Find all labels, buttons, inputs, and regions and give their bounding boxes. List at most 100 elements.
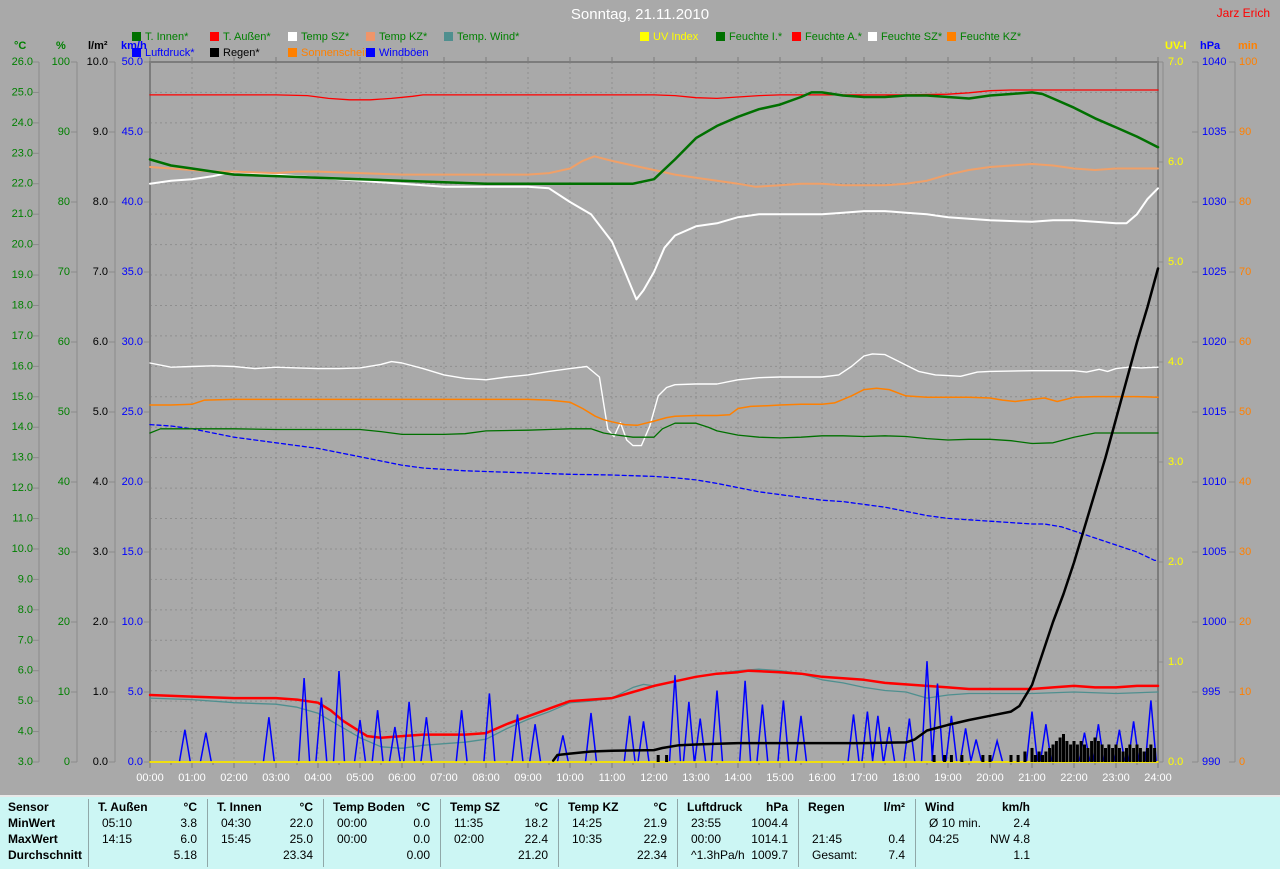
legend-item-temp-sz: Temp SZ*: [288, 31, 349, 43]
series-regen-intervall-bar: [1023, 751, 1027, 762]
axis-label-km-h: 0.0: [128, 756, 143, 768]
table-value: 1.1: [1013, 848, 1030, 862]
series-regen-intervall-bar: [1090, 741, 1094, 762]
legend-color-box: [210, 32, 219, 41]
table-value: 22.0: [289, 816, 313, 830]
legend-item-temp-wind: Temp. Wind*: [444, 31, 519, 43]
axis-label--: 70: [58, 266, 70, 278]
legend-label: Luftdruck*: [145, 47, 195, 59]
table-value: 21.9: [643, 816, 667, 830]
legend-label: Regen*: [223, 47, 260, 59]
series-regen-intervall-bar: [1037, 751, 1041, 762]
series-feuchte-kz: [149, 387, 1159, 427]
axis-title-km-h: km/h: [121, 40, 147, 52]
x-axis-label: 22:00: [1060, 772, 1088, 784]
axis-label-uv-i: 5.0: [1168, 256, 1183, 268]
x-axis-label: 11:00: [599, 772, 626, 784]
axis-label--c: 3.0: [18, 756, 33, 768]
axis-label-hpa: 1020: [1202, 336, 1226, 348]
table-value-time: Gesamt:: [812, 848, 858, 862]
axis-label--c: 4.0: [18, 726, 33, 738]
axis-label--c: 17.0: [12, 330, 33, 342]
table-value: 3.8: [180, 816, 197, 830]
x-axis-label: 13:00: [682, 772, 710, 784]
series-regen-intervall-bar: [1111, 748, 1115, 762]
axis-label-l-m-: 9.0: [93, 126, 108, 138]
x-axis-label: 12:00: [640, 772, 668, 784]
series-regen-intervall-bar: [1069, 744, 1073, 762]
series-regen-intervall-bar: [1086, 748, 1090, 762]
legend-color-box: [792, 32, 801, 41]
axis-title--c: °C: [14, 40, 27, 52]
table-value-time: 02:00: [454, 832, 485, 846]
x-axis-label: 15:00: [766, 772, 794, 784]
series-regen-intervall-bar: [1093, 737, 1097, 762]
axis-label--c: 7.0: [18, 634, 33, 646]
legend-item-feuchte-a: Feuchte A.*: [792, 31, 862, 43]
table-value-time: 05:10: [102, 816, 133, 830]
axis-label-min: 20: [1239, 616, 1251, 628]
series-regen-intervall-bar: [1128, 744, 1132, 762]
series-regen-intervall-bar: [1062, 734, 1065, 762]
axis-label--c: 26.0: [12, 56, 33, 68]
axis-label--c: 12.0: [12, 482, 33, 494]
x-axis-label: 01:00: [178, 772, 206, 784]
axis-label-km-h: 30.0: [122, 336, 143, 348]
table-separator: [915, 799, 916, 867]
axis-label--c: 25.0: [12, 86, 33, 98]
series-regen-intervall-bar: [665, 755, 669, 762]
legend-label: Feuchte I.*: [729, 31, 783, 43]
legend-label: Feuchte KZ*: [960, 31, 1022, 43]
table-col-name: Temp Boden: [333, 800, 405, 814]
table-col-name: Temp SZ: [450, 800, 500, 814]
axis-label--: 40: [58, 476, 70, 488]
series-regen-intervall-bar: [932, 755, 936, 762]
axis-label-hpa: 990: [1202, 756, 1220, 768]
series-regen-intervall-bar: [988, 755, 992, 762]
axis-label-l-m-: 7.0: [93, 266, 108, 278]
table-value-time: 00:00: [691, 832, 722, 846]
axis-label--c: 22.0: [12, 178, 33, 190]
table-col-unit: °C: [653, 800, 667, 814]
table-value: 22.9: [643, 832, 667, 846]
legend-color-box: [288, 32, 297, 41]
axis-label--: 10: [58, 686, 70, 698]
chart-plot: 3.0 4.0 5.0 6.0 7.0 8.0 9.0 10.0 11.0 12.0 13.0 14.…: [12, 56, 1258, 784]
axis-label-hpa: 1005: [1202, 546, 1226, 558]
username-label: Jarz Erich: [1216, 6, 1270, 20]
series-t-innen: [148, 91, 1160, 185]
axis-label-l-m-: 10.0: [87, 56, 108, 68]
table-col-name: T. Innen: [217, 800, 262, 814]
table-separator: [88, 799, 89, 867]
table-separator: [798, 799, 799, 867]
axis-label-hpa: 1010: [1202, 476, 1226, 488]
table-value: 6.0: [180, 832, 197, 846]
table-value: 1004.4: [751, 816, 788, 830]
series-regen-intervall-bar: [1153, 748, 1157, 762]
x-axis-label: 10:00: [556, 772, 584, 784]
table-col-unit: °C: [183, 800, 197, 814]
table-value: 25.0: [289, 832, 313, 846]
series-regen-intervall-bar: [1138, 748, 1142, 762]
series-regen-intervall-bar: [1009, 755, 1013, 762]
table-col-unit: °C: [416, 800, 430, 814]
series-regen-intervall-bar: [1100, 744, 1104, 762]
axis-label--c: 18.0: [12, 299, 33, 311]
series-t-außen: [148, 669, 1160, 739]
x-axis-label: 17:00: [850, 772, 878, 784]
series-regen-intervall-bar: [1132, 748, 1136, 762]
table-separator: [207, 799, 208, 867]
axis-label-l-m-: 8.0: [93, 196, 108, 208]
table-value-time: 00:00: [337, 832, 368, 846]
x-axis-label: 03:00: [262, 772, 290, 784]
legend-label: Feuchte A.*: [805, 31, 862, 43]
axis-label--c: 6.0: [18, 665, 33, 677]
table-value-time: 00:00: [337, 816, 368, 830]
table-col-unit: l/m²: [883, 800, 905, 814]
series-temp-wind: [149, 668, 1159, 749]
legend-label: Sonnenschein: [301, 47, 371, 59]
table-value: 0.00: [406, 848, 430, 862]
axis-label-l-m-: 0.0: [93, 756, 108, 768]
series-regen-intervall-bar: [1104, 748, 1107, 762]
